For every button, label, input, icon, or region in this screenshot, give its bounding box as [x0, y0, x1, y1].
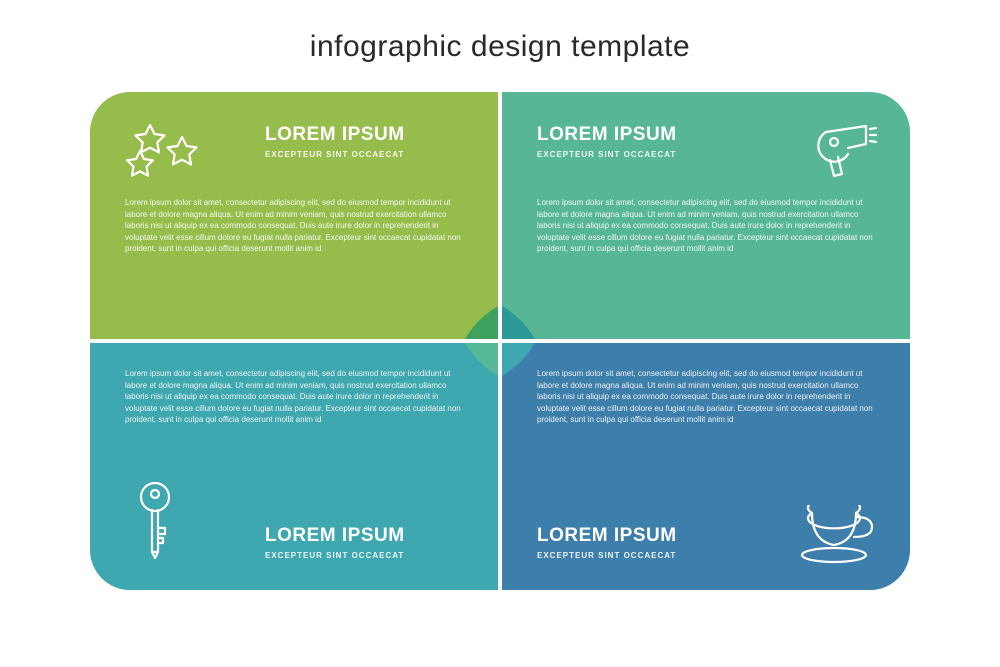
- panel-d-heading-group: LOREM IPSUM EXCEPTEUR SINT OCCAECAT: [537, 525, 677, 560]
- panel-a-heading: LOREM IPSUM: [265, 124, 405, 146]
- panel-d: Lorem ipsum dolor sit amet, consectetur …: [502, 343, 910, 590]
- panel-b-subheading: EXCEPTEUR SINT OCCAECAT: [537, 150, 677, 159]
- hairdryer-icon: [812, 114, 880, 182]
- badge-b: B: [502, 294, 547, 339]
- panel-c: Lorem ipsum dolor sit amet, consectetur …: [90, 343, 498, 590]
- panel-a-heading-group: LOREM IPSUM EXCEPTEUR SINT OCCAECAT: [265, 124, 405, 159]
- panel-a-subheading: EXCEPTEUR SINT OCCAECAT: [265, 150, 405, 159]
- panel-a-body: Lorem ipsum dolor sit amet, consectetur …: [125, 197, 465, 255]
- panel-b-heading: LOREM IPSUM: [537, 124, 677, 146]
- panel-b-body: Lorem ipsum dolor sit amet, consectetur …: [537, 197, 877, 255]
- panel-b-heading-group: LOREM IPSUM EXCEPTEUR SINT OCCAECAT: [537, 124, 677, 159]
- panel-d-body: Lorem ipsum dolor sit amet, consectetur …: [537, 368, 877, 426]
- panel-b: LOREM IPSUM EXCEPTEUR SINT OCCAECAT Lore…: [502, 92, 910, 339]
- infographic-grid: LOREM IPSUM EXCEPTEUR SINT OCCAECAT Lore…: [90, 92, 910, 590]
- panel-c-subheading: EXCEPTEUR SINT OCCAECAT: [265, 551, 405, 560]
- panel-a: LOREM IPSUM EXCEPTEUR SINT OCCAECAT Lore…: [90, 92, 498, 339]
- coffee-cup-icon: [798, 505, 880, 565]
- stars-icon: [120, 117, 215, 179]
- badge-a: A: [453, 294, 498, 339]
- panel-d-heading: LOREM IPSUM: [537, 525, 677, 547]
- panel-c-heading: LOREM IPSUM: [265, 525, 405, 547]
- panel-c-body: Lorem ipsum dolor sit amet, consectetur …: [125, 368, 465, 426]
- panel-d-subheading: EXCEPTEUR SINT OCCAECAT: [537, 551, 677, 560]
- page-title: infographic design template: [0, 30, 1000, 64]
- panel-c-heading-group: LOREM IPSUM EXCEPTEUR SINT OCCAECAT: [265, 525, 405, 560]
- key-icon: [135, 480, 175, 565]
